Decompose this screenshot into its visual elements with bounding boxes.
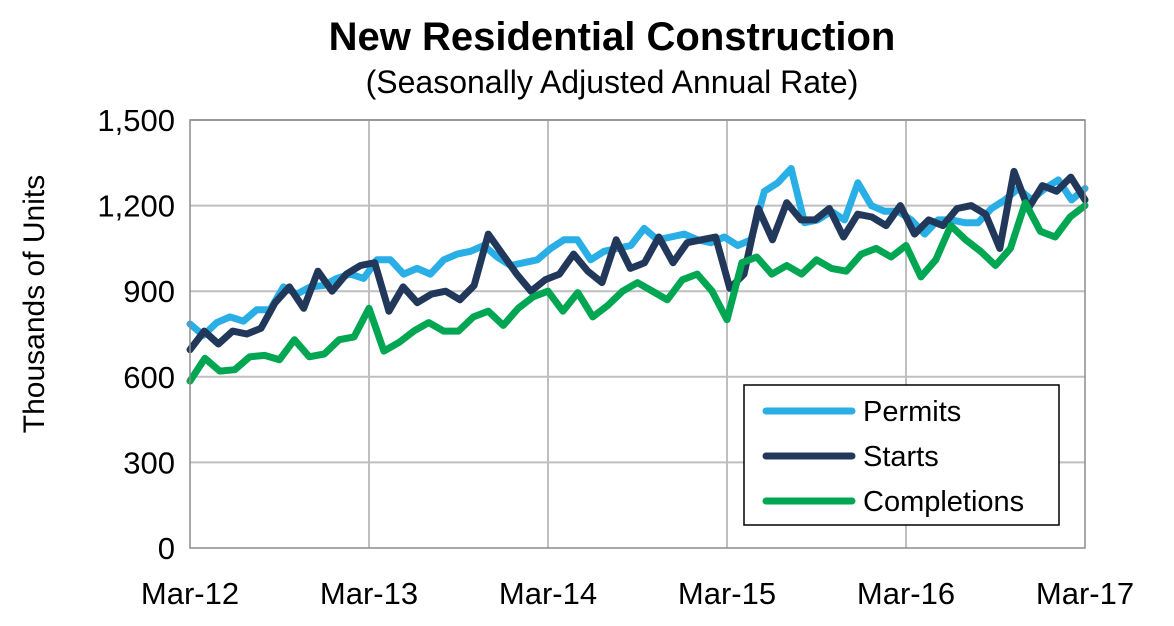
y-tick-label: 600	[123, 360, 175, 395]
x-axis-ticks: Mar-12 Mar-13 Mar-14 Mar-15 Mar-16 Mar-17	[141, 576, 1134, 611]
y-tick-label: 1,200	[97, 189, 175, 224]
y-axis-label: Thousands of Units	[18, 175, 51, 433]
x-tick-label: Mar-13	[320, 576, 418, 611]
series-lines	[186, 165, 1089, 385]
y-tick-label: 300	[123, 445, 175, 480]
legend-label-permits: Permits	[863, 396, 961, 428]
series-line-starts	[186, 167, 1089, 354]
x-tick-label: Mar-12	[141, 576, 239, 611]
x-tick-label: Mar-14	[499, 576, 597, 611]
y-tick-label: 1,500	[97, 103, 175, 138]
chart-subtitle: (Seasonally Adjusted Annual Rate)	[366, 64, 859, 100]
series-line-completions	[186, 199, 1089, 385]
legend-label-starts: Starts	[863, 441, 939, 473]
x-tick-label: Mar-15	[678, 576, 776, 611]
y-tick-label: 900	[123, 274, 175, 309]
legend-label-completions: Completions	[863, 486, 1024, 518]
chart-title: New Residential Construction	[329, 15, 896, 59]
y-tick-label: 0	[158, 531, 175, 566]
series-line-permits	[186, 165, 1089, 339]
x-tick-label: Mar-17	[1036, 576, 1134, 611]
y-axis-ticks: 0 300 600 900 1,200 1,500	[97, 103, 175, 566]
x-tick-label: Mar-16	[857, 576, 955, 611]
legend: Permits Starts Completions	[743, 384, 1060, 526]
plot-border	[189, 119, 1086, 549]
legend-items: Permits Starts Completions	[762, 396, 1024, 518]
